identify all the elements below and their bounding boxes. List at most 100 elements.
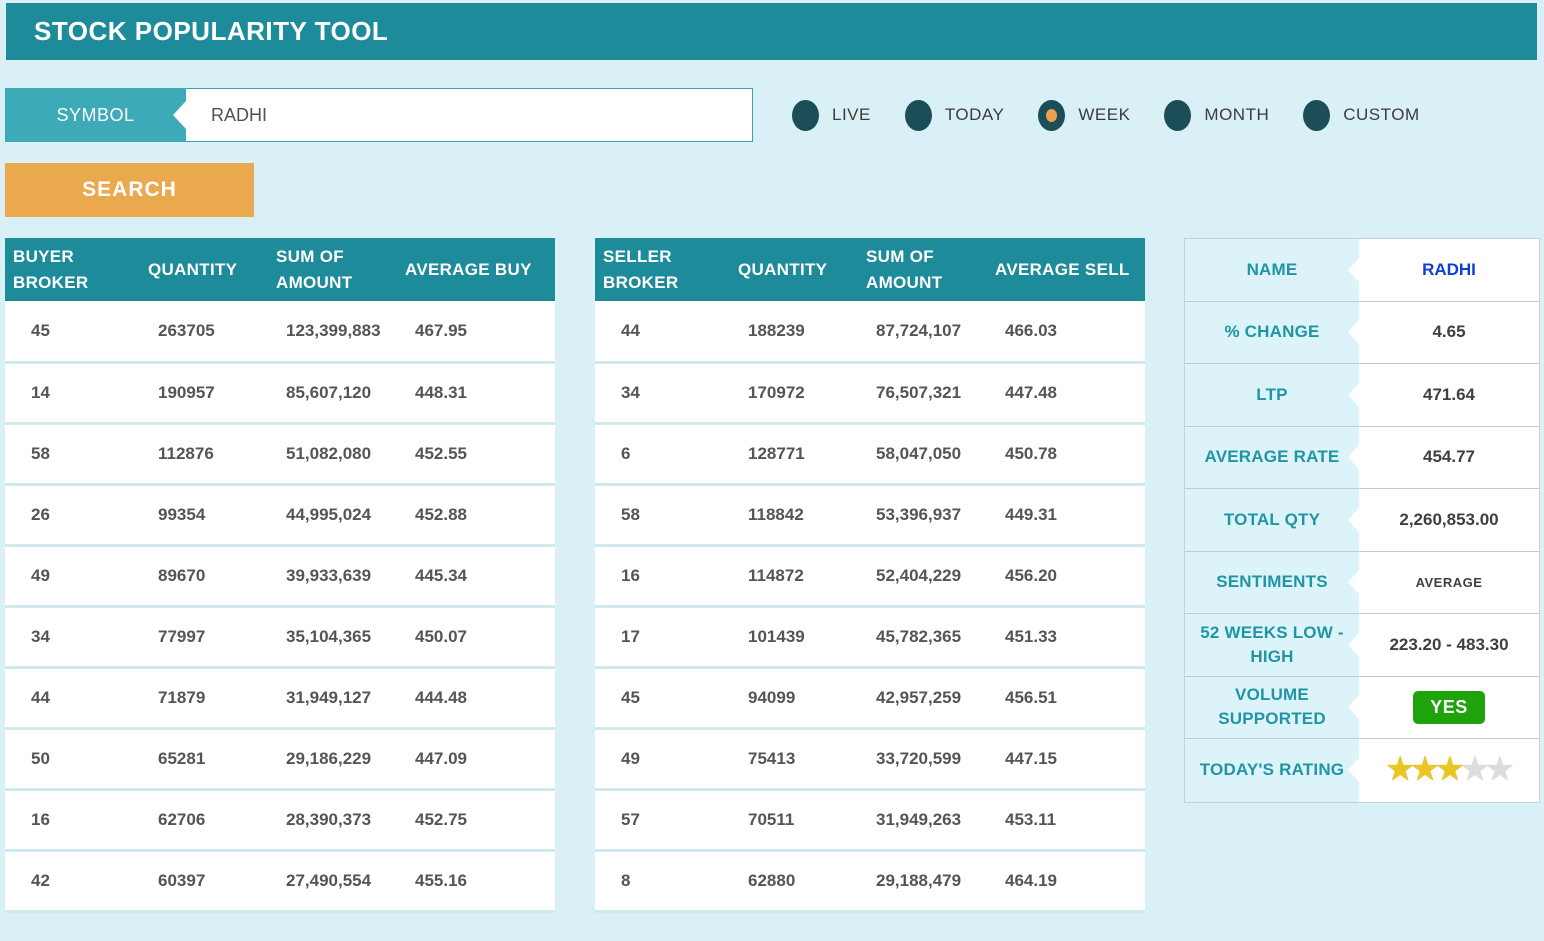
page-title: STOCK POPULARITY TOOL	[34, 16, 389, 46]
cell-broker: 17	[595, 606, 730, 669]
cell-quantity: 71879	[140, 667, 268, 730]
cell-broker: 26	[5, 484, 140, 547]
buyer-table: BUYER BROKER QUANTITY SUM OF AMOUNT AVER…	[5, 238, 555, 913]
cell-quantity: 112876	[140, 423, 268, 486]
table-row: 16 62706 28,390,373 452.75	[5, 789, 555, 852]
cell-quantity: 62706	[140, 789, 268, 852]
table-row: 14 190957 85,607,120 448.31	[5, 362, 555, 425]
column-header: AVERAGE BUY	[397, 238, 555, 301]
column-header: AVERAGE SELL	[987, 238, 1145, 301]
cell-average: 456.51	[987, 667, 1145, 730]
cell-average: 451.33	[987, 606, 1145, 669]
period-radio-week[interactable]: WEEK	[1038, 99, 1130, 131]
cell-quantity: 170972	[730, 362, 858, 425]
cell-broker: 6	[595, 423, 730, 486]
cell-quantity: 62880	[730, 850, 858, 913]
summary-value: 454.77	[1359, 426, 1539, 488]
period-radio-month[interactable]: MONTH	[1164, 99, 1269, 131]
period-radio-today[interactable]: TODAY	[904, 99, 1005, 131]
cell-average: 444.48	[397, 667, 555, 730]
cell-amount: 28,390,373	[268, 789, 397, 852]
cell-amount: 27,490,554	[268, 850, 397, 913]
column-header: SUM OF AMOUNT	[268, 238, 397, 301]
cell-amount: 53,396,937	[858, 484, 987, 547]
radio-circle-icon	[1038, 99, 1066, 131]
cell-broker: 34	[595, 362, 730, 425]
cell-average: 456.20	[987, 545, 1145, 608]
cell-average: 452.88	[397, 484, 555, 547]
column-header: QUANTITY	[730, 238, 858, 301]
table-row: 44 188239 87,724,107 466.03	[595, 301, 1145, 364]
radio-circle-icon	[1164, 99, 1192, 131]
buyer-table-header-row: BUYER BROKER QUANTITY SUM OF AMOUNT AVER…	[5, 238, 555, 301]
cell-average: 450.78	[987, 423, 1145, 486]
cell-quantity: 70511	[730, 789, 858, 852]
period-radio-custom[interactable]: CUSTOM	[1303, 99, 1420, 131]
symbol-input[interactable]	[186, 89, 752, 141]
period-label: LIVE	[832, 105, 871, 124]
period-label: CUSTOM	[1343, 105, 1420, 124]
cell-broker: 8	[595, 850, 730, 913]
summary-label: % CHANGE	[1185, 301, 1359, 363]
search-button[interactable]: SEARCH	[5, 163, 254, 217]
cell-quantity: 188239	[730, 301, 858, 364]
cell-quantity: 77997	[140, 606, 268, 669]
table-row: 42 60397 27,490,554 455.16	[5, 850, 555, 913]
cell-amount: 31,949,263	[858, 789, 987, 852]
cell-broker: 16	[595, 545, 730, 608]
cell-amount: 42,957,259	[858, 667, 987, 730]
cell-average: 453.11	[987, 789, 1145, 852]
summary-row-change: % CHANGE 4.65	[1185, 301, 1539, 364]
cell-average: 450.07	[397, 606, 555, 669]
rating-stars: ★ ★ ★ ★ ★	[1386, 753, 1514, 787]
cell-quantity: 89670	[140, 545, 268, 608]
summary-value: YES	[1359, 676, 1539, 738]
summary-row-ltp: LTP 471.64	[1185, 364, 1539, 427]
cell-amount: 85,607,120	[268, 362, 397, 425]
stock-name-link[interactable]: RADHI	[1359, 239, 1539, 301]
table-row: 34 77997 35,104,365 450.07	[5, 606, 555, 669]
cell-average: 452.75	[397, 789, 555, 852]
summary-row-rating: TODAY'S RATING ★ ★ ★ ★ ★	[1185, 739, 1539, 802]
table-row: 45 94099 42,957,259 456.51	[595, 667, 1145, 730]
star-icon: ★	[1461, 753, 1488, 787]
period-radio-live[interactable]: LIVE	[792, 99, 871, 131]
app-header: STOCK POPULARITY TOOL	[6, 3, 1537, 60]
cell-amount: 35,104,365	[268, 606, 397, 669]
cell-average: 466.03	[987, 301, 1145, 364]
cell-amount: 29,188,479	[858, 850, 987, 913]
cell-average: 464.19	[987, 850, 1145, 913]
cell-quantity: 114872	[730, 545, 858, 608]
table-row: 57 70511 31,949,263 453.11	[595, 789, 1145, 852]
summary-value: 223.20 - 483.30	[1359, 614, 1539, 676]
summary-row-name: NAME RADHI	[1185, 239, 1539, 302]
cell-quantity: 101439	[730, 606, 858, 669]
seller-table: SELLER BROKER QUANTITY SUM OF AMOUNT AVE…	[595, 238, 1145, 913]
symbol-label: SYMBOL	[5, 88, 186, 142]
table-row: 16 114872 52,404,229 456.20	[595, 545, 1145, 608]
cell-amount: 44,995,024	[268, 484, 397, 547]
summary-row-average-rate: AVERAGE RATE 454.77	[1185, 426, 1539, 489]
radio-circle-icon	[904, 99, 932, 131]
summary-label: AVERAGE RATE	[1185, 426, 1359, 488]
table-row: 44 71879 31,949,127 444.48	[5, 667, 555, 730]
summary-value: AVERAGE	[1359, 551, 1539, 613]
cell-average: 455.16	[397, 850, 555, 913]
cell-quantity: 99354	[140, 484, 268, 547]
cell-average: 447.15	[987, 728, 1145, 791]
cell-average: 467.95	[397, 301, 555, 364]
cell-broker: 14	[5, 362, 140, 425]
cell-amount: 52,404,229	[858, 545, 987, 608]
summary-value: 471.64	[1359, 364, 1539, 426]
star-icon: ★	[1386, 753, 1414, 787]
cell-broker: 58	[595, 484, 730, 547]
summary-row-52-weeks: 52 WEEKS LOW - HIGH 223.20 - 483.30	[1185, 614, 1539, 677]
cell-broker: 44	[5, 667, 140, 730]
table-row: 49 75413 33,720,599 447.15	[595, 728, 1145, 791]
period-label: TODAY	[944, 105, 1005, 124]
cell-broker: 58	[5, 423, 140, 486]
cell-quantity: 118842	[730, 484, 858, 547]
symbol-input-wrap	[186, 88, 753, 142]
radio-dot-icon	[1046, 108, 1058, 122]
table-row: 6 128771 58,047,050 450.78	[595, 423, 1145, 486]
